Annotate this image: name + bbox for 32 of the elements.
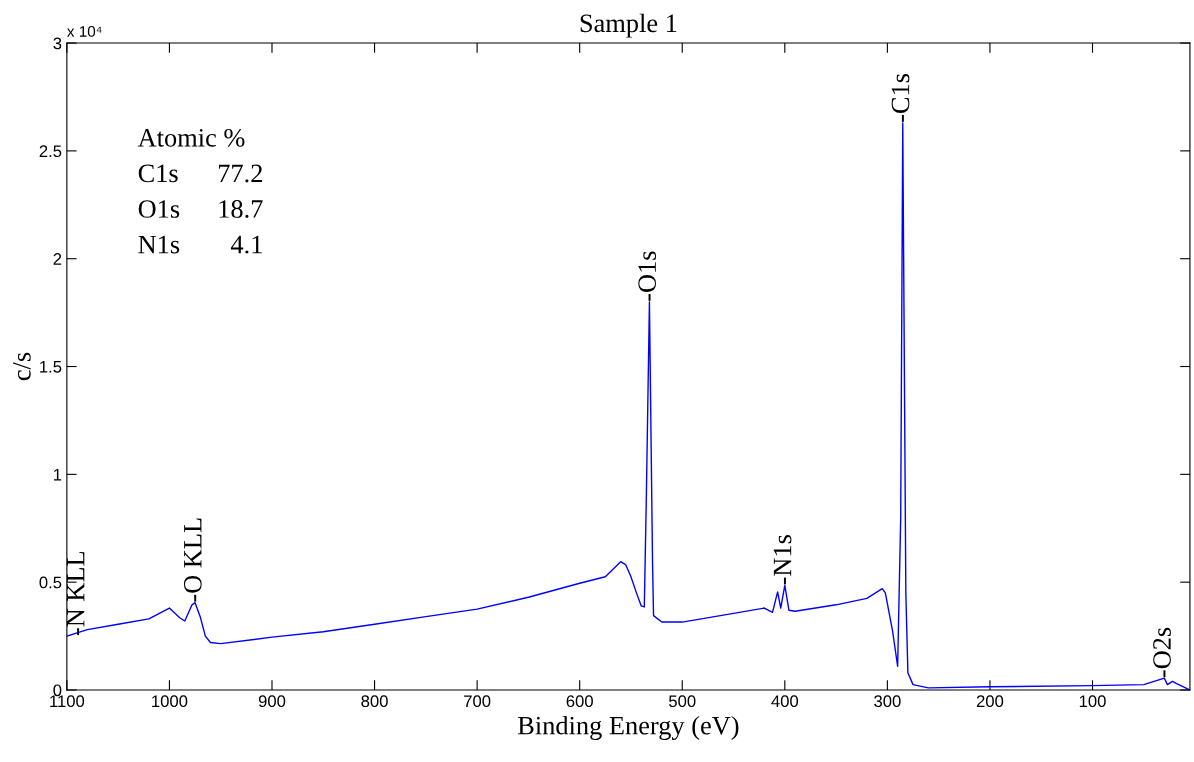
x-axis-title: Binding Energy (eV) xyxy=(518,715,739,740)
x-tick-label: 1100 xyxy=(50,695,85,708)
x-tick-label: 1000 xyxy=(152,695,188,708)
annotation: Atomic % xyxy=(137,128,245,147)
x-tick-label: 700 xyxy=(464,695,491,708)
annotation: -N KLL xyxy=(67,551,85,636)
y-tick-label: 2 xyxy=(53,253,62,265)
annotation: -O KLL xyxy=(183,518,202,602)
x-tick-label: 800 xyxy=(361,695,388,708)
annotation: -O1s xyxy=(638,251,657,301)
x-tick-label: 400 xyxy=(771,695,799,708)
x-tick-label: 300 xyxy=(874,695,901,708)
text: C1s 77.2 xyxy=(138,164,262,183)
y-tick-label: 3 xyxy=(53,37,62,50)
y-tick-label: 2.5 xyxy=(39,145,62,158)
x-tick-label: 100 xyxy=(1079,695,1106,708)
annotation: -O2s xyxy=(1153,627,1171,678)
text: N1s 4.1 xyxy=(138,235,262,254)
x-tick-label: 200 xyxy=(976,695,1004,708)
text: O1s 18.7 xyxy=(138,200,263,218)
y-tick-label: 1 xyxy=(54,468,62,481)
chart-title: Sample 1 xyxy=(580,13,677,38)
annotation: -C1s xyxy=(891,73,910,122)
text: x 10⁴ xyxy=(67,25,102,37)
y-tick-label: 0.5 xyxy=(39,576,62,589)
y-tick-label: 1.5 xyxy=(40,361,62,373)
x-tick-label: 900 xyxy=(258,695,286,708)
y-axis-title: c/s xyxy=(13,352,31,381)
annotation: -N1s xyxy=(773,535,792,585)
x-tick-label: 600 xyxy=(566,695,593,708)
x-tick-label: 500 xyxy=(669,695,696,708)
y-tick-label: 0 xyxy=(53,684,62,697)
